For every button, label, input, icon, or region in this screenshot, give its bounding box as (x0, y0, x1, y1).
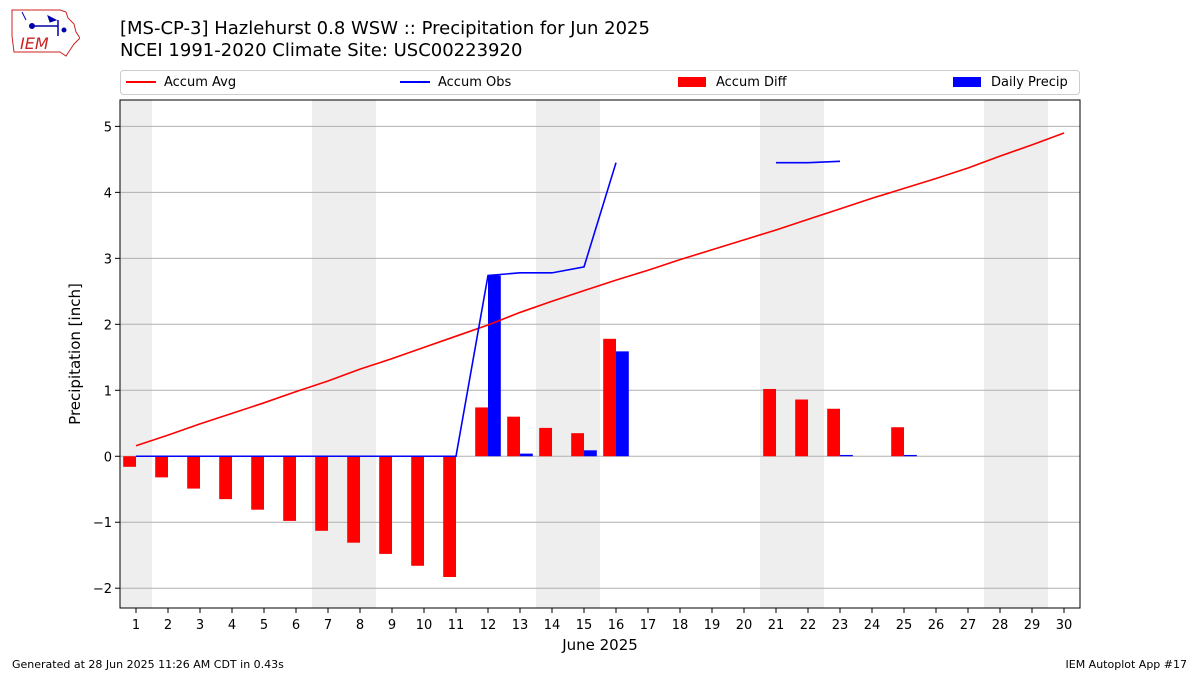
x-tick-label: 6 (292, 618, 300, 633)
bars (123, 275, 917, 577)
x-tick-label: 28 (992, 618, 1009, 633)
accum-avg-line (135, 132, 1065, 447)
accum-diff-bar (603, 338, 616, 457)
x-tick-label: 1 (132, 618, 140, 633)
y-tick-label: 2 (104, 318, 112, 333)
daily-precip-bar (616, 351, 629, 457)
x-tick-label: 3 (196, 618, 204, 633)
accum-diff-bar (507, 416, 520, 457)
app-credit: IEM Autoplot App #17 (1065, 658, 1188, 671)
accum-obs-line (136, 162, 617, 458)
weekend-band (120, 100, 152, 608)
legend-bar-swatch (953, 77, 981, 87)
accum-diff-bar (571, 433, 584, 457)
y-tick-label: 0 (104, 450, 112, 465)
y-tick-label: 1 (104, 384, 112, 399)
legend-label: Accum Diff (716, 75, 788, 90)
x-tick-label: 15 (576, 618, 593, 633)
y-axis-label: Precipitation [inch] (66, 283, 84, 425)
x-tick-label: 26 (928, 618, 945, 633)
y-tick-label: 5 (104, 120, 112, 135)
x-tick-label: 23 (832, 618, 849, 633)
accum-diff-bar (155, 456, 168, 478)
legend-label: Daily Precip (991, 75, 1068, 90)
x-tick-label: 11 (448, 618, 465, 633)
accum-diff-bar (315, 456, 328, 531)
x-tick-label: 16 (608, 618, 625, 633)
y-tick-label: −2 (93, 582, 112, 597)
accum-obs-line (776, 160, 841, 164)
y-tick-label: 3 (104, 252, 112, 267)
accum-diff-bar (187, 456, 200, 489)
chart-title: [MS-CP-3] Hazlehurst 0.8 WSW :: Precipit… (120, 18, 650, 39)
x-tick-label: 18 (672, 618, 689, 633)
x-tick-label: 13 (512, 618, 529, 633)
x-tick-label: 17 (640, 618, 657, 633)
x-tick-label: 24 (864, 618, 881, 633)
x-tick-label: 19 (704, 618, 721, 633)
weather-station-icon (21, 11, 67, 36)
x-tick-label: 30 (1056, 618, 1073, 633)
accum-diff-bar (443, 456, 456, 577)
x-tick-label: 8 (356, 618, 364, 633)
weekend-band (984, 100, 1048, 608)
x-tick-label: 14 (544, 618, 561, 633)
x-tick-label: 25 (896, 618, 913, 633)
x-tick-label: 12 (480, 618, 497, 633)
legend-label: Accum Obs (438, 75, 511, 90)
accum-diff-bar (251, 456, 264, 510)
accum-diff-bar (283, 456, 296, 521)
daily-precip-bar (584, 450, 597, 457)
x-tick-label: 21 (768, 618, 785, 633)
accum-diff-bar (219, 456, 232, 500)
y-tick-label: 4 (104, 186, 112, 201)
lines (135, 132, 1065, 458)
accum-diff-bar (763, 388, 776, 457)
legend-bar-swatch (678, 77, 706, 87)
x-tick-label: 29 (1024, 618, 1041, 633)
accum-diff-bar (827, 408, 840, 457)
accum-diff-bar (891, 427, 904, 457)
weekend-band (760, 100, 824, 608)
accum-diff-bar (475, 407, 488, 457)
daily-precip-bar (520, 453, 533, 457)
legend: Accum Avg Accum Obs Accum Diff Daily Precip (120, 70, 1080, 95)
accum-diff-bar (539, 427, 552, 457)
x-axis-label: June 2025 (561, 636, 638, 654)
x-tick-label: 4 (228, 618, 236, 633)
accum-diff-bar (347, 456, 360, 543)
x-tick-label: 5 (260, 618, 268, 633)
x-tick-label: 9 (388, 618, 396, 633)
daily-precip-bar (840, 454, 853, 457)
iowa-outline-icon (11, 9, 80, 57)
x-tick-label: 20 (736, 618, 753, 633)
x-tick-label: 7 (324, 618, 332, 633)
plot-frame (119, 99, 1081, 609)
weekend-shading (120, 100, 1048, 608)
accum-diff-bar (123, 456, 136, 467)
daily-precip-bar (488, 275, 501, 457)
x-tick-label: 10 (416, 618, 433, 633)
weekend-band (536, 100, 600, 608)
chart-subtitle: NCEI 1991-2020 Climate Site: USC00223920 (120, 40, 523, 61)
y-gridlines (120, 125, 1080, 589)
daily-precip-bar (904, 454, 917, 457)
y-tick-label: −1 (93, 516, 112, 531)
x-tick-label: 27 (960, 618, 977, 633)
iem-logo: IEM (11, 9, 80, 57)
legend-box (120, 70, 1080, 95)
legend-label: Accum Avg (164, 75, 236, 90)
x-tick-label: 2 (164, 618, 172, 633)
generated-timestamp: Generated at 28 Jun 2025 11:26 AM CDT in… (12, 658, 284, 671)
accum-diff-bar (795, 399, 808, 457)
weekend-band (312, 100, 376, 608)
accum-diff-bar (379, 456, 392, 554)
accum-diff-bar (411, 456, 424, 566)
logo-text: IEM (20, 34, 49, 53)
x-tick-label: 22 (800, 618, 817, 633)
